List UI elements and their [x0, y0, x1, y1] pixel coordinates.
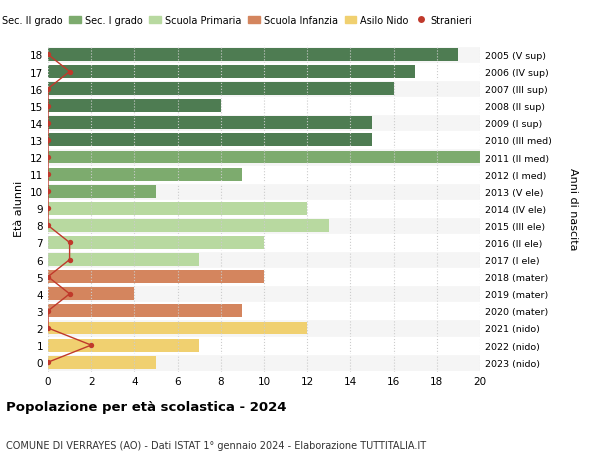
Bar [48, 166, 480, 183]
Bar [48, 64, 480, 81]
Point [43, 222, 53, 230]
Point [86, 341, 96, 349]
Point [43, 188, 53, 196]
Bar [48, 149, 480, 166]
Bar [48, 236, 264, 249]
Point [43, 51, 53, 59]
Point [43, 325, 53, 332]
Point [43, 274, 53, 281]
Bar [48, 117, 372, 130]
Legend: Sec. II grado, Sec. I grado, Scuola Primaria, Scuola Infanzia, Asilo Nido, Stran: Sec. II grado, Sec. I grado, Scuola Prim… [0, 11, 476, 29]
Point [43, 120, 53, 127]
Bar [48, 219, 329, 232]
Point [43, 308, 53, 315]
Bar [48, 337, 480, 354]
Text: Popolazione per età scolastica - 2024: Popolazione per età scolastica - 2024 [6, 400, 287, 413]
Bar [48, 49, 458, 62]
Bar [48, 354, 480, 371]
Bar [48, 218, 480, 235]
Point [65, 69, 74, 76]
Bar [48, 185, 156, 198]
Bar [48, 168, 242, 181]
Bar [48, 288, 134, 301]
Bar [48, 252, 480, 269]
Bar [48, 254, 199, 266]
Point [43, 137, 53, 144]
Point [65, 239, 74, 246]
Bar [48, 271, 264, 284]
Y-axis label: Anni di nascita: Anni di nascita [568, 168, 578, 250]
Bar [48, 100, 221, 113]
Bar [48, 134, 372, 147]
Y-axis label: Età alunni: Età alunni [14, 181, 25, 237]
Bar [48, 356, 156, 369]
Bar [48, 269, 480, 285]
Bar [48, 183, 480, 200]
Bar [48, 81, 480, 98]
Bar [48, 115, 480, 132]
Bar [48, 320, 480, 337]
Bar [48, 47, 480, 64]
Bar [48, 83, 394, 96]
Point [43, 205, 53, 213]
Point [43, 154, 53, 161]
Bar [48, 98, 480, 115]
Bar [48, 202, 307, 215]
Bar [48, 285, 480, 302]
Bar [48, 132, 480, 149]
Point [65, 291, 74, 298]
Bar [48, 235, 480, 252]
Point [43, 359, 53, 366]
Bar [48, 305, 242, 318]
Bar [48, 339, 199, 352]
Text: COMUNE DI VERRAYES (AO) - Dati ISTAT 1° gennaio 2024 - Elaborazione TUTTITALIA.I: COMUNE DI VERRAYES (AO) - Dati ISTAT 1° … [6, 440, 426, 450]
Point [43, 171, 53, 179]
Point [43, 86, 53, 93]
Point [43, 103, 53, 110]
Point [65, 257, 74, 264]
Bar [48, 66, 415, 79]
Bar [48, 302, 480, 320]
Bar [48, 322, 307, 335]
Bar [48, 151, 502, 164]
Bar [48, 200, 480, 218]
